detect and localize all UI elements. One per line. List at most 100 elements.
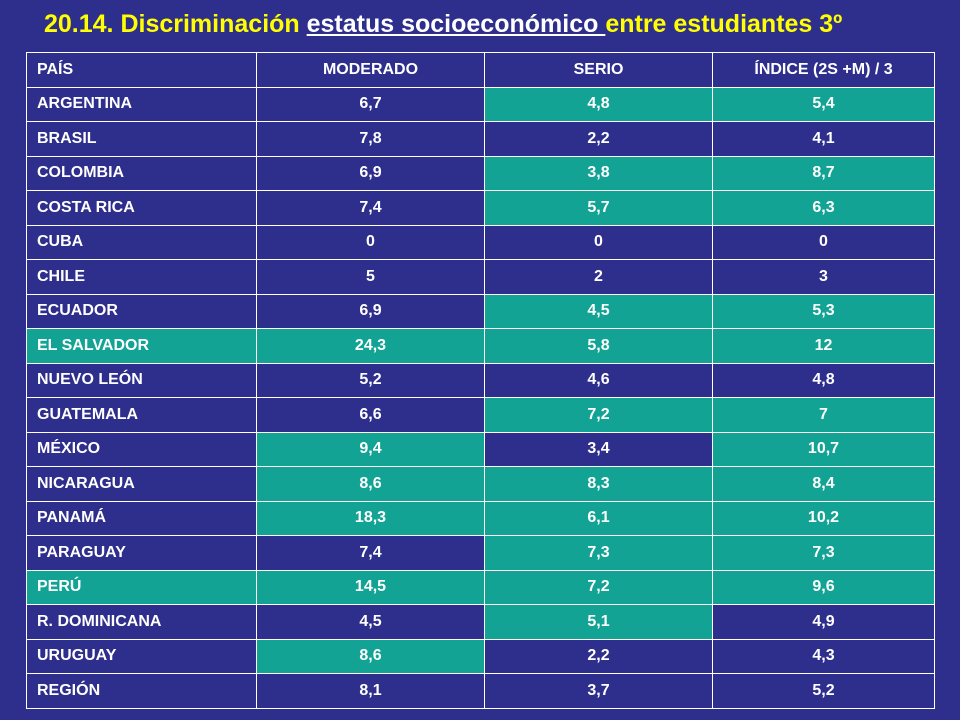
table-row: COSTA RICA 7,4 5,7 6,3 (26, 190, 935, 226)
moderate-cell: 9,4 (256, 431, 485, 467)
index-cell: 3 (712, 259, 935, 295)
serious-cell: 2,2 (484, 638, 713, 674)
table-header-row: PAÍS MODERADO SERIO ÍNDICE (2S +M) / 3 (26, 52, 935, 88)
table-row: R. DOMINICANA 4,5 5,1 4,9 (26, 604, 935, 640)
table-row: BRASIL 7,8 2,2 4,1 (26, 121, 935, 157)
serious-cell: 3,8 (484, 155, 713, 191)
serious-cell: 8,3 (484, 466, 713, 502)
index-cell: 4,9 (712, 604, 935, 640)
country-cell: ECUADOR (26, 293, 257, 329)
index-cell: 4,3 (712, 638, 935, 674)
index-cell: 6,3 (712, 190, 935, 226)
table-row: COLOMBIA 6,9 3,8 8,7 (26, 155, 935, 191)
serious-cell: 7,3 (484, 535, 713, 571)
table-row: URUGUAY 8,6 2,2 4,3 (26, 638, 935, 674)
country-cell: PARAGUAY (26, 535, 257, 571)
country-cell: COLOMBIA (26, 155, 257, 191)
index-cell: 0 (712, 224, 935, 260)
moderate-cell: 18,3 (256, 500, 485, 536)
index-cell: 7 (712, 397, 935, 433)
table-row: PERÚ 14,5 7,2 9,6 (26, 569, 935, 605)
serious-cell: 6,1 (484, 500, 713, 536)
index-cell: 8,4 (712, 466, 935, 502)
table-row: GUATEMALA 6,6 7,2 7 (26, 397, 935, 433)
country-cell: PANAMÁ (26, 500, 257, 536)
moderate-cell: 5 (256, 259, 485, 295)
country-cell: GUATEMALA (26, 397, 257, 433)
index-cell: 10,2 (712, 500, 935, 536)
moderate-cell: 7,4 (256, 190, 485, 226)
serious-cell: 3,4 (484, 431, 713, 467)
serious-cell: 4,5 (484, 293, 713, 329)
country-cell: PERÚ (26, 569, 257, 605)
country-cell: EL SALVADOR (26, 328, 257, 364)
moderate-cell: 0 (256, 224, 485, 260)
title-suffix: entre estudiantes 3º (605, 10, 843, 38)
moderate-cell: 14,5 (256, 569, 485, 605)
title-prefix: 20.14. Discriminación (44, 10, 307, 38)
index-cell: 8,7 (712, 155, 935, 191)
moderate-cell: 24,3 (256, 328, 485, 364)
country-cell: NICARAGUA (26, 466, 257, 502)
table-row: PANAMÁ 18,3 6,1 10,2 (26, 500, 935, 536)
moderate-cell: 6,6 (256, 397, 485, 433)
data-table: PAÍS MODERADO SERIO ÍNDICE (2S +M) / 3 A… (26, 52, 935, 709)
serious-cell: 2 (484, 259, 713, 295)
country-cell: BRASIL (26, 121, 257, 157)
serious-cell: 4,8 (484, 86, 713, 122)
index-cell: 5,3 (712, 293, 935, 329)
index-cell: 7,3 (712, 535, 935, 571)
index-cell: 4,1 (712, 121, 935, 157)
country-cell: URUGUAY (26, 638, 257, 674)
moderate-cell: 7,8 (256, 121, 485, 157)
country-cell: REGIÓN (26, 673, 257, 709)
serious-cell: 4,6 (484, 362, 713, 398)
slide-title: 20.14. Discriminación estatus socioeconó… (44, 10, 842, 39)
moderate-cell: 8,6 (256, 638, 485, 674)
index-cell: 12 (712, 328, 935, 364)
table-row: PARAGUAY 7,4 7,3 7,3 (26, 535, 935, 571)
index-cell: 10,7 (712, 431, 935, 467)
serious-cell: 3,7 (484, 673, 713, 709)
serious-cell: 0 (484, 224, 713, 260)
country-cell: NUEVO LEÓN (26, 362, 257, 398)
country-cell: R. DOMINICANA (26, 604, 257, 640)
index-cell: 5,2 (712, 673, 935, 709)
header-serious: SERIO (484, 52, 713, 88)
moderate-cell: 6,9 (256, 155, 485, 191)
country-cell: COSTA RICA (26, 190, 257, 226)
moderate-cell: 5,2 (256, 362, 485, 398)
table-row: CHILE 5 2 3 (26, 259, 935, 295)
serious-cell: 5,8 (484, 328, 713, 364)
country-cell: MÉXICO (26, 431, 257, 467)
index-cell: 4,8 (712, 362, 935, 398)
moderate-cell: 8,6 (256, 466, 485, 502)
header-country: PAÍS (26, 52, 257, 88)
moderate-cell: 6,9 (256, 293, 485, 329)
table-row: NUEVO LEÓN 5,2 4,6 4,8 (26, 362, 935, 398)
header-index: ÍNDICE (2S +M) / 3 (712, 52, 935, 88)
moderate-cell: 4,5 (256, 604, 485, 640)
moderate-cell: 7,4 (256, 535, 485, 571)
serious-cell: 5,1 (484, 604, 713, 640)
country-cell: CUBA (26, 224, 257, 260)
index-cell: 5,4 (712, 86, 935, 122)
table-body: ARGENTINA 6,7 4,8 5,4 BRASIL 7,8 2,2 4,1 COLOMBI… (26, 86, 935, 709)
serious-cell: 7,2 (484, 397, 713, 433)
table-row: EL SALVADOR 24,3 5,8 12 (26, 328, 935, 364)
serious-cell: 5,7 (484, 190, 713, 226)
moderate-cell: 8,1 (256, 673, 485, 709)
country-cell: CHILE (26, 259, 257, 295)
country-cell: ARGENTINA (26, 86, 257, 122)
index-cell: 9,6 (712, 569, 935, 605)
table-row: CUBA 0 0 0 (26, 224, 935, 260)
table-row: NICARAGUA 8,6 8,3 8,4 (26, 466, 935, 502)
serious-cell: 7,2 (484, 569, 713, 605)
table-row: ARGENTINA 6,7 4,8 5,4 (26, 86, 935, 122)
table-row: ECUADOR 6,9 4,5 5,3 (26, 293, 935, 329)
table-row: REGIÓN 8,1 3,7 5,2 (26, 673, 935, 709)
moderate-cell: 6,7 (256, 86, 485, 122)
serious-cell: 2,2 (484, 121, 713, 157)
table-row: MÉXICO 9,4 3,4 10,7 (26, 431, 935, 467)
header-moderate: MODERADO (256, 52, 485, 88)
